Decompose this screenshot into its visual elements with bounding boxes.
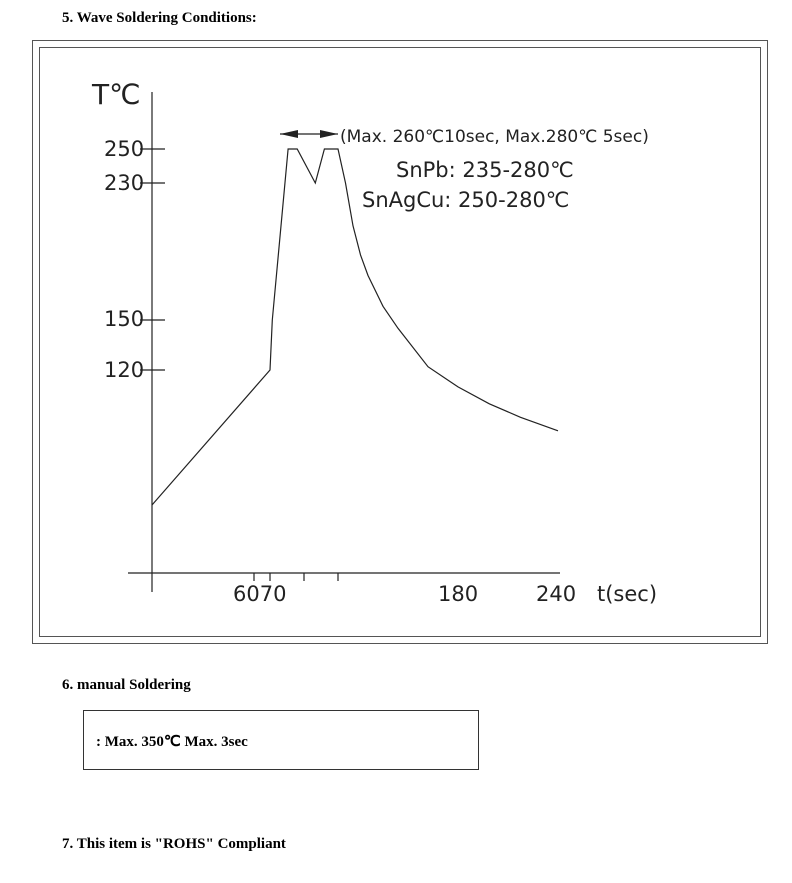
x-axis-label: t(sec) [597,582,657,606]
snagcu-annotation: SnAgCu: 250-280℃ [362,188,569,212]
y-tick-label-230: 230 [104,171,144,195]
section-heading-wave-soldering: 5. Wave Soldering Conditions: [62,10,257,26]
chart-frame-inner [39,47,761,637]
duration-annotation: (Max. 260℃10sec, Max.280℃ 5sec) [340,127,649,147]
temperature-profile-line [151,148,559,506]
x-tick-label-240: 240 [536,582,576,606]
section-heading-manual-soldering: 6. manual Soldering [62,677,191,693]
y-axis-label: T℃ [91,78,141,111]
manual-soldering-spec-box [83,710,479,770]
x-tick-label-180: 180 [438,582,478,606]
wave-soldering-profile-chart: T℃ t(sec) 250 230 150 120 6070 180 240 (… [91,78,657,606]
section-heading-rohs: 7. This item is "ROHS" Compliant [62,836,286,852]
y-tick-label-250: 250 [104,137,144,161]
y-tick-label-120: 120 [104,358,144,382]
chart-frame-outer [32,40,768,644]
snpb-annotation: SnPb: 235-280℃ [396,158,574,182]
x-tick-label-6070: 6070 [233,582,286,606]
duration-arrow-left-head [280,130,298,138]
duration-arrow-right-head [320,130,338,138]
manual-soldering-spec-text: : Max. 350℃ Max. 3sec [96,734,248,750]
y-tick-label-150: 150 [104,307,144,331]
